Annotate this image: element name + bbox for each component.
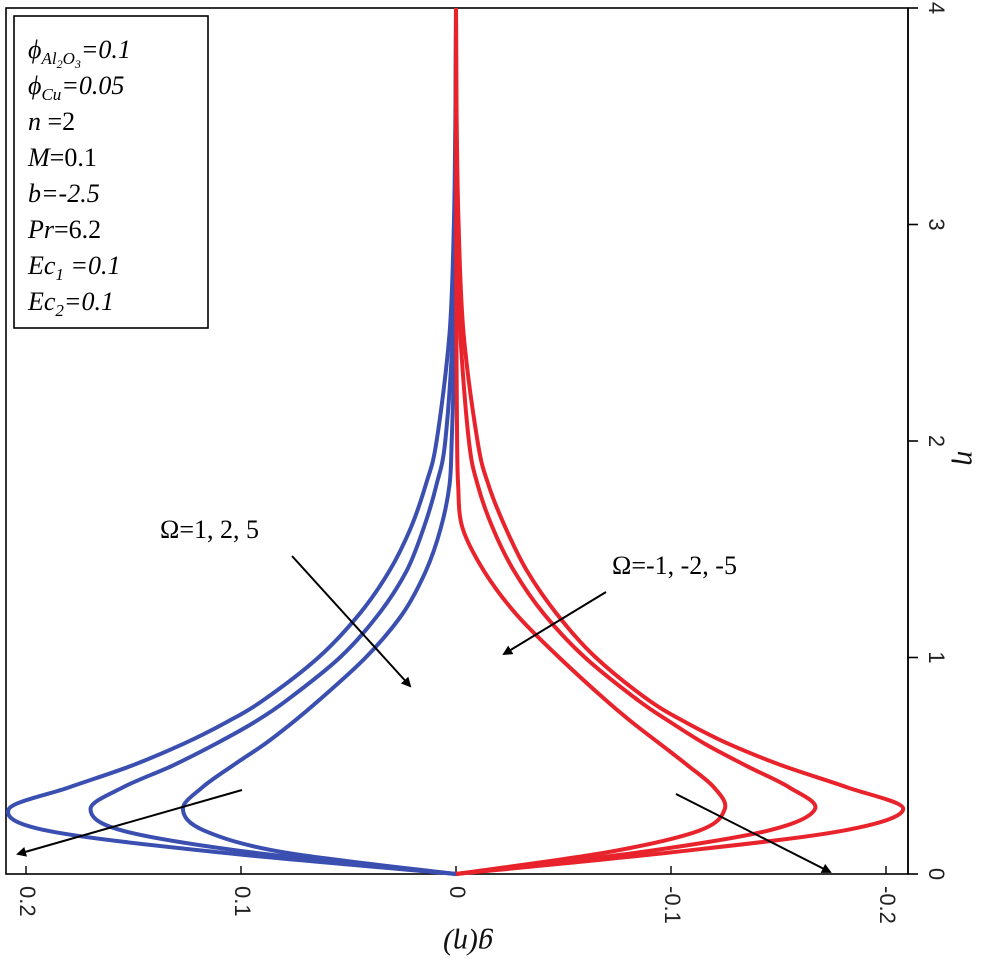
arrow-positive-omega-upper bbox=[291, 555, 412, 688]
eta-tick-label-3: 3 bbox=[924, 218, 949, 230]
g-tick-label-3: -0.1 bbox=[660, 886, 685, 924]
legend-frame bbox=[13, 15, 209, 329]
arrows-layer bbox=[16, 555, 832, 873]
g-tick-label-1: 0.1 bbox=[230, 886, 255, 917]
series-line-Ω=-2 bbox=[454, 7, 818, 876]
eta-tick-label-2: 2 bbox=[924, 435, 949, 447]
x-axis-title: g(η) bbox=[443, 928, 493, 961]
legend-ec1: Ec1 =0.1 bbox=[27, 251, 120, 284]
y-axis-title: η bbox=[951, 451, 984, 466]
series-line-Ω=2 bbox=[88, 7, 458, 876]
arrow-positive-omega-lower bbox=[16, 789, 243, 857]
annotation-positive-omega: Ω=1, 2, 5 bbox=[160, 515, 259, 544]
series-line-Ω=-5 bbox=[454, 7, 906, 876]
eta-axis: 0 1 2 3 4 bbox=[907, 2, 949, 880]
legend-ec2: Ec2=0.1 bbox=[27, 287, 114, 320]
g-tick-label-4: -0.2 bbox=[875, 886, 900, 924]
legend-n: n =2 bbox=[28, 107, 75, 136]
arrow-negative-omega-upper bbox=[502, 591, 607, 656]
legend-box: ϕAl2O3=0.1 ϕCu=0.05 n =2 M=0.1 b=-2.5 Pr… bbox=[13, 15, 209, 329]
g-axis-ticks: 0.2 0.1 0 -0.1 -0.2 bbox=[15, 866, 900, 924]
annotation-negative-omega: Ω=-1, -2, -5 bbox=[612, 551, 737, 580]
g-tick-label-0: 0.2 bbox=[15, 886, 40, 917]
legend-phi-cu: ϕCu=0.05 bbox=[28, 71, 124, 104]
g-tick-label-2: 0 bbox=[445, 886, 470, 898]
legend-pr: Pr=6.2 bbox=[27, 215, 101, 244]
arrow-negative-omega-lower bbox=[675, 793, 832, 873]
eta-tick-label-4: 4 bbox=[924, 2, 949, 14]
eta-tick-label-0: 0 bbox=[924, 868, 949, 880]
legend-m: M=0.1 bbox=[27, 143, 97, 172]
series-line-Ω=5 bbox=[6, 7, 458, 876]
legend-b: b=-2.5 bbox=[28, 179, 100, 208]
legend-phi-al2o3: ϕAl2O3=0.1 bbox=[28, 35, 131, 71]
eta-tick-label-1: 1 bbox=[924, 651, 949, 663]
